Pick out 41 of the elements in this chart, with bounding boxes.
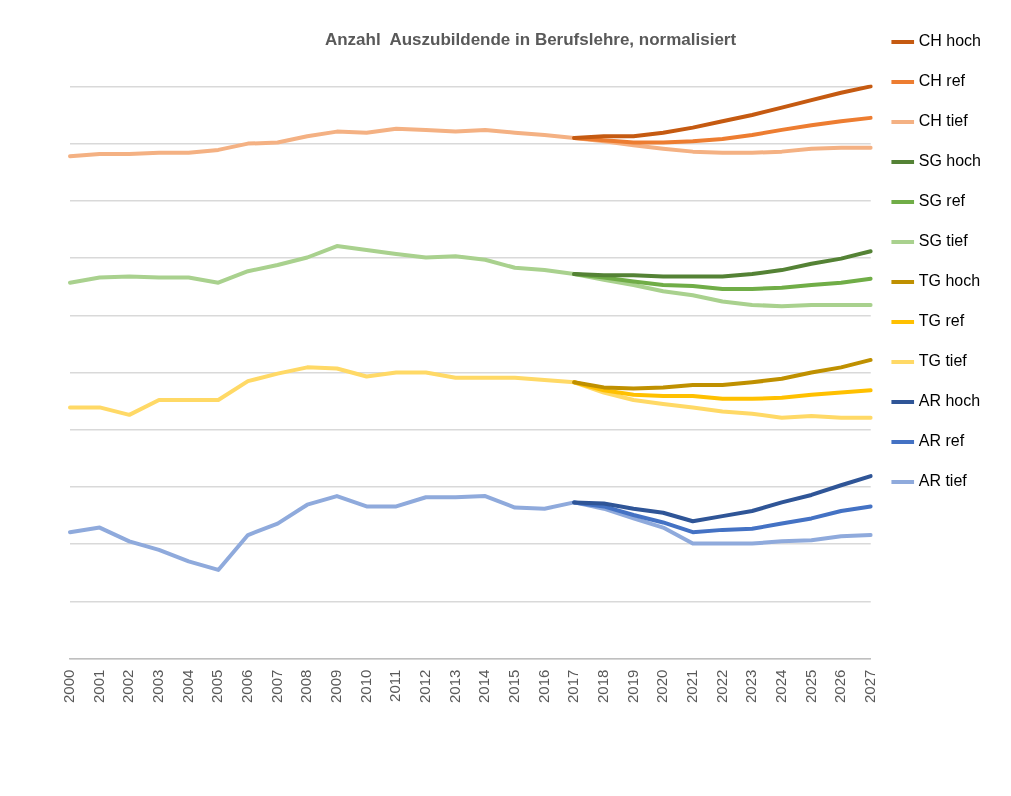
x-tick-label: 2015 [505, 669, 522, 704]
x-tick-label: 2013 [445, 669, 463, 704]
x-tick-label: 2016 [534, 669, 552, 704]
x-tick-label: 2017 [564, 669, 582, 704]
legend-label: AR ref [918, 432, 965, 450]
x-tick-label: 2014 [475, 669, 493, 704]
x-tick-label: 2003 [149, 669, 167, 704]
x-tick-label: 2021 [682, 669, 700, 704]
x-tick-label: 2018 [593, 669, 611, 704]
x-tick-label: 2001 [89, 669, 107, 704]
x-tick-label: 2008 [297, 669, 315, 704]
x-tick-label: 2026 [831, 669, 849, 704]
x-tick-label: 2019 [623, 669, 641, 704]
x-tick-label: 2004 [178, 669, 196, 704]
legend-label: TG ref [918, 312, 965, 330]
legend-label: TG hoch [918, 272, 981, 290]
legend-label: CH tief [918, 112, 969, 130]
x-tick-label: 2010 [356, 669, 374, 704]
legend-label: SG tief [918, 232, 969, 250]
x-tick-label: 2002 [119, 669, 137, 704]
chart-title: Anzahl Auszubildende in Berufslehre, normalisiert [324, 29, 737, 49]
x-tick-label: 2020 [653, 669, 671, 704]
x-tick-label: 2025 [801, 669, 819, 704]
x-tick-label: 2011 [386, 669, 404, 702]
x-tick-label: 2005 [208, 669, 226, 704]
legend-label: SG ref [918, 192, 966, 210]
x-tick-label: 2022 [712, 669, 730, 704]
x-tick-label: 2000 [60, 669, 78, 704]
x-tick-label: 2027 [860, 669, 878, 704]
legend-label: SG hoch [918, 152, 982, 170]
x-tick-label: 2006 [238, 669, 256, 704]
x-tick-label: 2024 [771, 669, 789, 704]
x-tick-label: 2007 [267, 669, 285, 704]
x-tick-label: 2012 [416, 669, 434, 704]
x-tick-label: 2023 [742, 669, 760, 704]
legend-label: TG tief [918, 352, 968, 370]
legend-label: CH hoch [918, 32, 981, 50]
legend-label: AR hoch [918, 392, 981, 410]
legend-label: AR tief [918, 472, 968, 490]
legend-label: CH ref [918, 72, 966, 90]
x-tick-label: 2009 [327, 669, 345, 704]
